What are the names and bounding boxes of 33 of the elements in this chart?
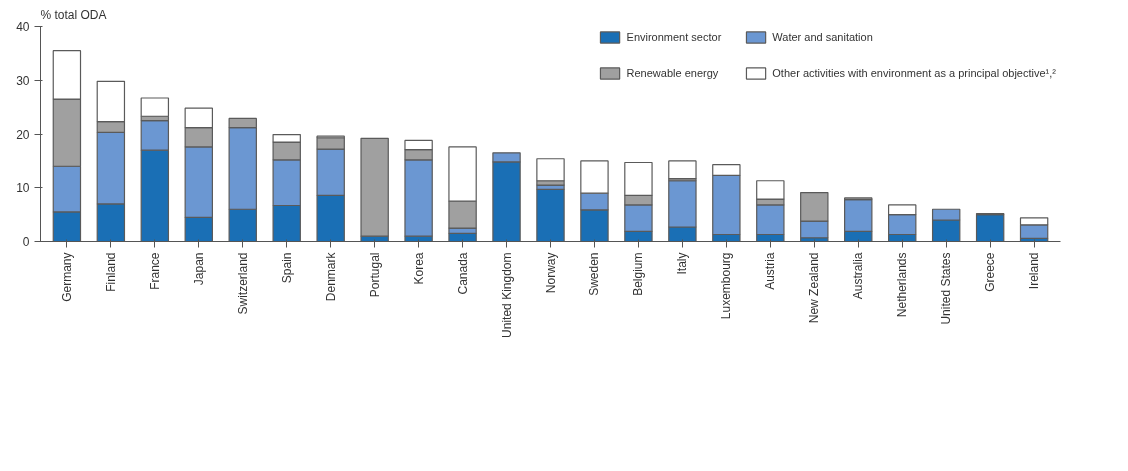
x-tick-label: United States [939,252,954,325]
y-axis-title: % total ODA [40,7,107,22]
x-tick-label: Sweden [587,252,602,296]
legend-label: Renewable energy [626,67,719,79]
x-tick-label: Finland [103,252,118,292]
x-tick-label: Korea [411,252,426,285]
x-tick-label: Canada [455,252,470,295]
x-tick-label: Netherlands [895,252,910,318]
x-tick-label: Norway [543,252,558,294]
x-tick-label: United Kingdom [499,252,514,338]
legend-label: Environment sector [626,31,722,43]
x-tick-label: Japan [191,252,206,286]
x-tick-label: Germany [59,252,74,302]
x-tick-label: Australia [851,252,866,300]
y-tick-label: 0 [22,235,30,249]
y-tick-label: 20 [16,127,30,142]
x-tick-label: France [147,252,162,290]
legend-label: Water and sanitation [772,31,873,43]
x-tick-label: Denmark [323,251,338,302]
x-tick-label: Greece [983,252,998,292]
y-tick-label: 40 [16,20,30,34]
x-tick-label: Spain [279,252,294,284]
x-tick-label: Portugal [367,252,382,298]
x-tick-label: New Zealand [807,252,822,324]
x-tick-label: Belgium [631,252,646,296]
x-tick-label: Ireland [1027,252,1042,290]
y-tick-label: 10 [16,181,30,196]
x-tick-label: Austria [763,252,778,290]
x-tick-label: Luxembourg [719,252,734,320]
y-tick-label: 30 [16,73,30,88]
x-tick-label: Italy [675,252,690,275]
x-tick-label: Switzerland [235,252,250,315]
legend-label: Other activities with environment as a principal objective¹,² [772,67,1056,79]
